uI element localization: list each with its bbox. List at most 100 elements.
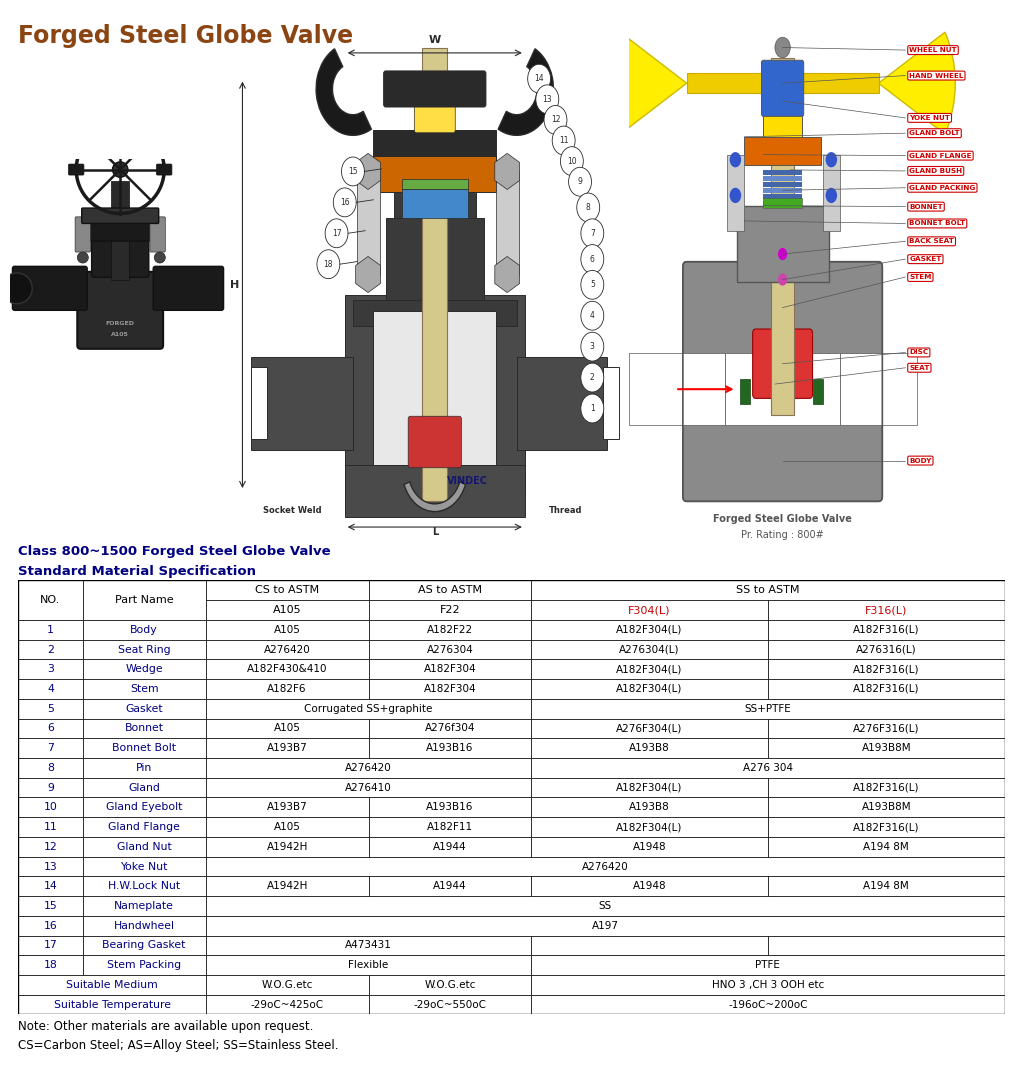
Bar [368,600,531,620]
Text: A276420: A276420 [345,763,392,773]
Bar [206,600,368,620]
Bar [18,679,83,699]
Text: -29oC~550oC: -29oC~550oC [413,999,486,1010]
Wedge shape [610,33,686,135]
Wedge shape [498,49,553,136]
Bar [768,797,1005,817]
Text: A182F304(L): A182F304(L) [617,684,682,694]
Text: Pr. Rating : 800#: Pr. Rating : 800# [742,529,824,539]
Text: A276420: A276420 [264,644,311,654]
Bar [206,935,531,955]
Bar [18,797,83,817]
Bar [206,640,368,660]
Text: F316(L): F316(L) [865,605,907,615]
Bar [725,354,840,425]
Text: BONNET BOLT: BONNET BOLT [909,220,966,227]
Text: A1948: A1948 [633,842,666,852]
Text: Corrugated SS+graphite: Corrugated SS+graphite [304,704,433,714]
Text: FORGED: FORGED [105,321,135,326]
Bar [531,620,768,640]
Bar [531,778,768,797]
Wedge shape [879,33,955,135]
Bar [18,758,83,778]
Bar [18,738,83,758]
Text: 17: 17 [44,941,57,950]
Text: BONNET: BONNET [909,204,943,209]
Text: Note: Other materials are available upon request.: Note: Other materials are available upon… [18,1020,314,1033]
Text: F304(L): F304(L) [628,605,671,615]
Bar [368,738,531,758]
Text: 15: 15 [44,901,57,911]
Text: A182F304: A182F304 [424,664,476,674]
Text: A1942H: A1942H [266,881,308,891]
Text: A193B8M: A193B8M [861,743,911,753]
Text: 10: 10 [44,802,57,813]
Bar [373,156,496,192]
Text: A105: A105 [274,724,301,733]
FancyBboxPatch shape [92,233,148,278]
Bar [394,192,476,218]
Bar [744,137,820,165]
Text: 9: 9 [47,782,54,793]
Circle shape [333,188,356,217]
Bar [206,778,531,797]
Circle shape [78,252,88,263]
Text: Forged Steel Globe Valve: Forged Steel Globe Valve [18,24,354,48]
Bar [373,130,496,156]
Text: 18: 18 [323,259,333,269]
Text: A182F304: A182F304 [424,684,476,694]
Bar [83,837,206,857]
Text: 3: 3 [47,664,54,674]
Text: A193B7: A193B7 [267,802,308,813]
Text: GLAND FLANGE: GLAND FLANGE [909,153,972,158]
Bar [763,170,802,175]
Text: 8: 8 [47,763,54,773]
Circle shape [581,219,604,247]
Text: Socket Weld: Socket Weld [263,507,321,515]
Text: A182F316(L): A182F316(L) [853,664,920,674]
Text: A193B8: A193B8 [629,743,670,753]
Text: Nameplate: Nameplate [115,901,174,911]
Bar [206,896,1005,916]
Bar [83,758,206,778]
Bar [18,620,83,640]
Bar [768,718,1005,738]
Bar [18,640,83,660]
Bar [422,48,447,501]
Bar [531,797,768,817]
Bar [531,995,1005,1014]
Text: A182F304(L): A182F304(L) [617,782,682,793]
Text: 6: 6 [47,724,54,733]
Circle shape [581,394,604,423]
Bar [18,896,83,916]
Bar [18,955,83,975]
Bar [727,154,745,231]
Bar [368,877,531,896]
Bar [771,58,794,414]
Text: YOKE NUT: YOKE NUT [909,115,950,120]
Text: Yoke Nut: Yoke Nut [121,861,168,871]
Circle shape [1,273,33,304]
Bar [373,310,496,465]
Bar [603,367,619,439]
Text: 12: 12 [44,842,57,852]
Circle shape [826,152,837,167]
Bar [83,640,206,660]
Bar [531,600,768,620]
Bar [763,182,802,188]
Text: A1944: A1944 [433,881,466,891]
FancyBboxPatch shape [153,266,224,310]
Circle shape [729,188,742,203]
Text: Part Name: Part Name [115,596,174,605]
Bar [112,180,129,280]
Bar [251,357,353,449]
Bar [517,357,607,449]
Circle shape [113,162,128,177]
Text: A182F304(L): A182F304(L) [617,664,682,674]
Text: DISC: DISC [909,349,929,356]
Bar [368,718,531,738]
Bar [18,837,83,857]
Bar [531,935,768,955]
Bar [353,301,517,326]
Text: A473431: A473431 [345,941,392,950]
